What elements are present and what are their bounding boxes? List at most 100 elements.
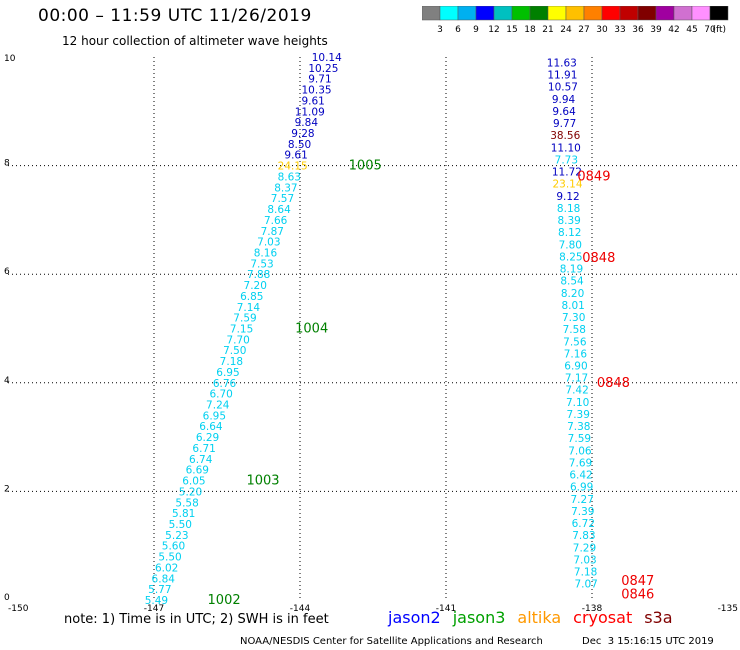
footnote: note: 1) Time is in UTC; 2) SWH is in fe… — [64, 612, 329, 627]
wave-height-label: 8.64 — [267, 204, 291, 216]
wave-height-label: 8.50 — [288, 139, 311, 151]
colorbar-label: 45 — [686, 25, 697, 35]
wave-height-label: 8.63 — [278, 171, 301, 183]
wave-height-label: 8.25 — [559, 251, 582, 263]
wave-height-label: 5.50 — [158, 552, 181, 564]
colorbar-label: 24 — [560, 25, 572, 35]
wave-height-label: 7.59 — [568, 433, 591, 445]
wave-height-label: 6.90 — [564, 360, 587, 372]
colorbar-unit: (ft) — [712, 25, 726, 35]
time-label: 1002 — [208, 593, 241, 608]
colorbar-label: 6 — [455, 25, 461, 35]
wave-height-label: 6.74 — [189, 454, 213, 466]
y-tick-label: 4 — [4, 376, 10, 386]
wave-height-label: 7.59 — [233, 313, 256, 325]
wave-height-label: 6.29 — [196, 432, 219, 444]
wave-height-label: 7.15 — [230, 324, 253, 336]
time-label: 0849 — [577, 169, 610, 184]
wave-height-label: 5.20 — [179, 486, 202, 498]
x-tick-label: -150 — [8, 604, 29, 614]
wave-height-label: 6.42 — [569, 470, 592, 482]
wave-height-label: 11.91 — [547, 70, 577, 82]
footer-organization: NOAA/NESDIS Center for Satellite Applica… — [240, 636, 543, 647]
wave-height-label: 7.58 — [563, 324, 586, 336]
wave-height-label: 23.14 — [552, 179, 582, 191]
wave-height-label: 5.60 — [162, 541, 185, 553]
wave-height-label: 11.09 — [295, 106, 325, 118]
wave-height-label: 8.01 — [561, 300, 584, 312]
wave-height-label: 7.27 — [571, 494, 594, 506]
wave-height-label: 10.25 — [308, 63, 338, 75]
wave-height-label: 8.19 — [560, 264, 583, 276]
y-tick-label: 2 — [4, 484, 10, 494]
page-subtitle: 12 hour collection of altimeter wave hei… — [62, 34, 328, 48]
y-tick-label: 10 — [4, 54, 16, 64]
wave-height-label: 7.29 — [573, 542, 596, 554]
time-label: 0848 — [582, 251, 615, 266]
wave-height-label: 7.39 — [571, 506, 594, 518]
colorbar-label: 12 — [488, 25, 499, 35]
wave-height-label: 9.61 — [301, 95, 324, 107]
wave-height-label: 11.72 — [552, 167, 582, 179]
wave-height-label: 7.57 — [271, 193, 294, 205]
time-label: 0848 — [597, 376, 630, 391]
y-tick-label: 6 — [4, 267, 10, 277]
wave-height-label: 5.50 — [169, 519, 192, 531]
colorbar-label: 3 — [437, 25, 443, 35]
wave-height-label: 11.10 — [551, 142, 581, 154]
wave-height-label: 7.80 — [559, 239, 582, 251]
wave-height-label: 7.03 — [257, 237, 280, 249]
colorbar-label: 15 — [506, 25, 517, 35]
wave-height-label: 7.14 — [237, 302, 261, 314]
wave-height-label: 7.69 — [569, 457, 592, 469]
colorbar-label: 30 — [596, 25, 608, 35]
wave-height-label: 8.39 — [557, 215, 580, 227]
wave-height-label: 7.17 — [565, 373, 588, 385]
wave-height-label: 6.02 — [155, 562, 178, 574]
wave-height-label: 7.56 — [563, 336, 587, 348]
time-label: 1005 — [349, 159, 382, 174]
x-tick-label: -138 — [582, 604, 603, 614]
wave-height-label: 5.49 — [145, 595, 168, 607]
wave-height-label: 6.05 — [182, 476, 205, 488]
y-tick-label: 8 — [4, 159, 10, 169]
data-marks: 5.495.776.846.025.505.605.235.505.815.58… — [145, 52, 655, 608]
wave-height-label: 24.15 — [278, 161, 308, 173]
y-tick-label: 0 — [4, 593, 10, 603]
wave-height-label: 10.35 — [302, 85, 332, 97]
wave-height-label: 5.23 — [165, 530, 188, 542]
wave-height-label: 8.16 — [254, 247, 278, 259]
x-tick-label: -141 — [436, 604, 456, 614]
x-tick-label: -144 — [290, 604, 311, 614]
satellite-legend-jason2: jason2 — [388, 608, 441, 627]
wave-height-label: 7.38 — [567, 421, 590, 433]
colorbar-label: 33 — [614, 25, 625, 35]
wave-height-label: 9.71 — [308, 74, 331, 86]
grid-lines — [8, 57, 738, 600]
wave-height-label: 7.66 — [264, 215, 288, 227]
wave-height-label: 7.39 — [567, 409, 590, 421]
satellite-legend-cryosat: cryosat — [573, 608, 633, 627]
wave-height-label: 6.84 — [152, 573, 176, 585]
wave-height-label: 7.20 — [244, 280, 267, 292]
wave-height-label: 9.77 — [553, 118, 576, 130]
wave-height-label: 10.14 — [312, 52, 342, 64]
wave-height-label: 9.12 — [556, 191, 579, 203]
wave-height-label: 9.28 — [291, 128, 314, 140]
wave-height-label: 8.18 — [557, 203, 580, 215]
x-tick-label: -147 — [144, 604, 164, 614]
wave-height-label: 7.18 — [220, 356, 243, 368]
satellite-legend-s3a: s3a — [644, 608, 673, 627]
wave-height-label: 6.76 — [213, 378, 237, 390]
wave-height-label: 11.63 — [547, 57, 577, 69]
wave-height-label: 9.94 — [552, 94, 576, 106]
axis-labels: -150 -147 -144 -141 -138 -135 0 2 4 6 8 10 — [4, 54, 738, 614]
colorbar-label: 36 — [632, 25, 644, 35]
wave-height-label: 7.42 — [565, 385, 588, 397]
wave-height-label: 5.58 — [175, 497, 198, 509]
colorbar-label: 42 — [668, 25, 679, 35]
wave-height-label: 7.10 — [566, 397, 589, 409]
wave-height-label: 7.53 — [250, 258, 273, 270]
wave-height-label: 6.72 — [572, 518, 595, 530]
wave-height-label: 7.73 — [555, 154, 578, 166]
